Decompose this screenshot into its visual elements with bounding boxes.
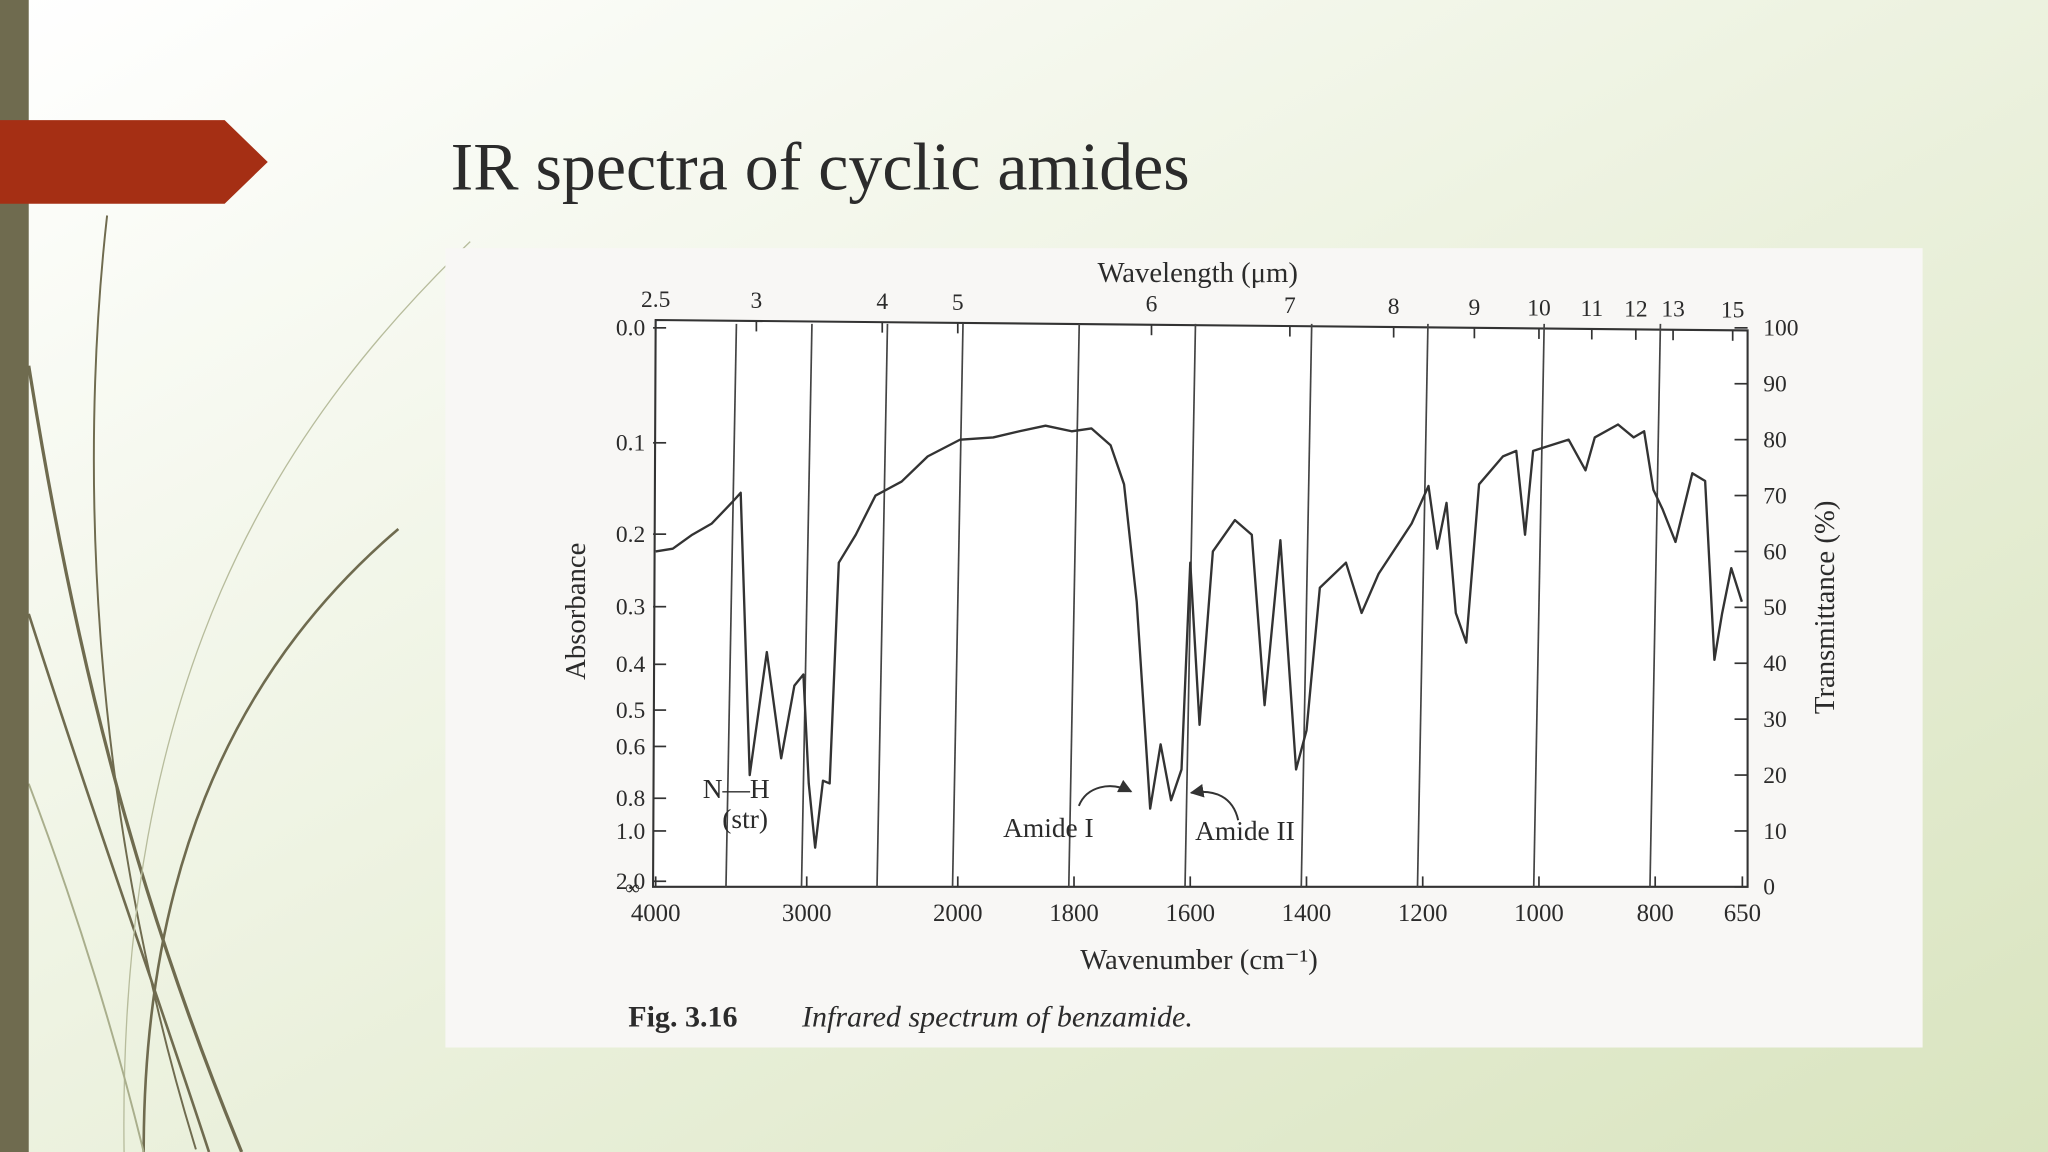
x-tick-label: 1800 [1049, 900, 1099, 927]
x2-tick-label: 2.5 [641, 287, 670, 313]
x2-tick-label: 5 [952, 290, 964, 316]
y2-tick-label: 0.8 [616, 786, 645, 812]
x-tick-label: 650 [1724, 900, 1761, 927]
y-tick-label: 100 [1763, 316, 1798, 342]
x-tick-label: 3000 [782, 900, 832, 927]
x-tick-label: 1600 [1165, 900, 1215, 927]
annotation: Amide I [1003, 813, 1094, 843]
y2-tick-label: 0.6 [616, 734, 646, 760]
amide-i-arrow [1077, 779, 1133, 807]
grid-line [725, 323, 738, 887]
x2-tick-label: 6 [1146, 292, 1158, 318]
x2-tick-label: 10 [1527, 295, 1551, 321]
y-tick-label: 20 [1763, 763, 1787, 789]
x2-tick-label: 15 [1721, 297, 1745, 323]
grid-line [1649, 323, 1662, 887]
x-tick-label: 1400 [1282, 900, 1332, 927]
y2-tick-label: 0.0 [616, 316, 645, 342]
grid-line [1416, 323, 1429, 887]
y-tick-label: 50 [1763, 595, 1787, 621]
x2-tick-label: 12 [1624, 296, 1648, 322]
y2-tick-label: 1.0 [616, 819, 645, 845]
x-tick-label: 800 [1637, 900, 1674, 927]
x2-tick-label: 9 [1469, 295, 1481, 321]
grid-line [951, 323, 964, 887]
x2-tick-label: 13 [1661, 297, 1685, 323]
y-tick-label: 0 [1763, 875, 1775, 901]
grid-line [876, 323, 889, 887]
annotation: N—H [703, 774, 770, 804]
x2-tick-label: 8 [1388, 294, 1400, 320]
x2-tick-label: 11 [1580, 296, 1603, 322]
grid-line [1300, 323, 1313, 887]
x-tick-label: 1200 [1398, 900, 1448, 927]
x-axis-label: Wavenumber (cm⁻¹) [1080, 944, 1318, 976]
x2-tick-label: 3 [750, 288, 762, 314]
y-tick-label: 10 [1763, 819, 1787, 845]
slide-title: IR spectra of cyclic amides [451, 128, 1190, 204]
x-tick-label: 2000 [933, 900, 983, 927]
y2-tick-label: 2.0 [616, 869, 645, 895]
caption-number: Fig. 3.16 [628, 1001, 737, 1034]
y2-axis-label: Absorbance [560, 543, 592, 680]
y-tick-label: 40 [1763, 651, 1787, 677]
y-tick-label: 80 [1763, 427, 1787, 453]
grid-line [800, 323, 813, 887]
y-tick-label: 30 [1763, 707, 1787, 733]
grid-line [1532, 323, 1546, 887]
plot-frame [652, 318, 1749, 888]
grid-line [1067, 323, 1081, 887]
y2-end-label: ∞ [625, 876, 640, 900]
y-tick-label: 70 [1763, 483, 1787, 509]
x-tick-label: 4000 [631, 900, 681, 927]
title-arrow [0, 120, 268, 204]
amide-ii-arrow [1189, 784, 1240, 821]
x-tick-label: 1000 [1514, 900, 1564, 927]
y-axis-label: Transmittance (%) [1809, 501, 1841, 714]
grid-line [1184, 323, 1197, 887]
y2-tick-label: 0.4 [616, 652, 646, 678]
y2-tick-label: 0.1 [616, 431, 645, 457]
y-tick-label: 90 [1763, 372, 1787, 398]
caption-text: Infrared spectrum of benzamide. [801, 1001, 1193, 1034]
y2-tick-label: 0.3 [616, 595, 645, 621]
y2-tick-label: 0.2 [616, 522, 645, 548]
x2-tick-label: 4 [876, 289, 888, 315]
annotation: Amide II [1195, 816, 1295, 846]
annotation: (str) [722, 804, 768, 834]
y2-tick-label: 0.5 [616, 698, 645, 724]
spectrum-line [655, 423, 1743, 849]
spectrum-chart: 4000 3000 2000 1800 1600 1400 1200 1000 800 650Wa… [560, 257, 1841, 1033]
x2-tick-label: 7 [1284, 293, 1296, 319]
decorative-curves [27, 215, 471, 1152]
x2-axis-label: Wavelength (μm) [1097, 257, 1297, 289]
y-tick-label: 60 [1763, 539, 1787, 565]
